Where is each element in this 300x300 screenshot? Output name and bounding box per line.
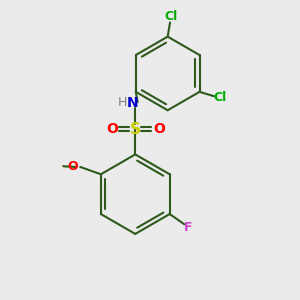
Text: F: F	[184, 221, 192, 234]
Text: O: O	[67, 160, 78, 173]
Text: S: S	[130, 122, 141, 137]
Text: Cl: Cl	[214, 91, 227, 104]
Text: Cl: Cl	[164, 10, 177, 23]
Text: methoxy: methoxy	[61, 165, 68, 166]
Text: H: H	[118, 96, 128, 110]
Text: N: N	[127, 96, 138, 110]
Text: O: O	[153, 122, 165, 136]
Text: O: O	[106, 122, 118, 136]
